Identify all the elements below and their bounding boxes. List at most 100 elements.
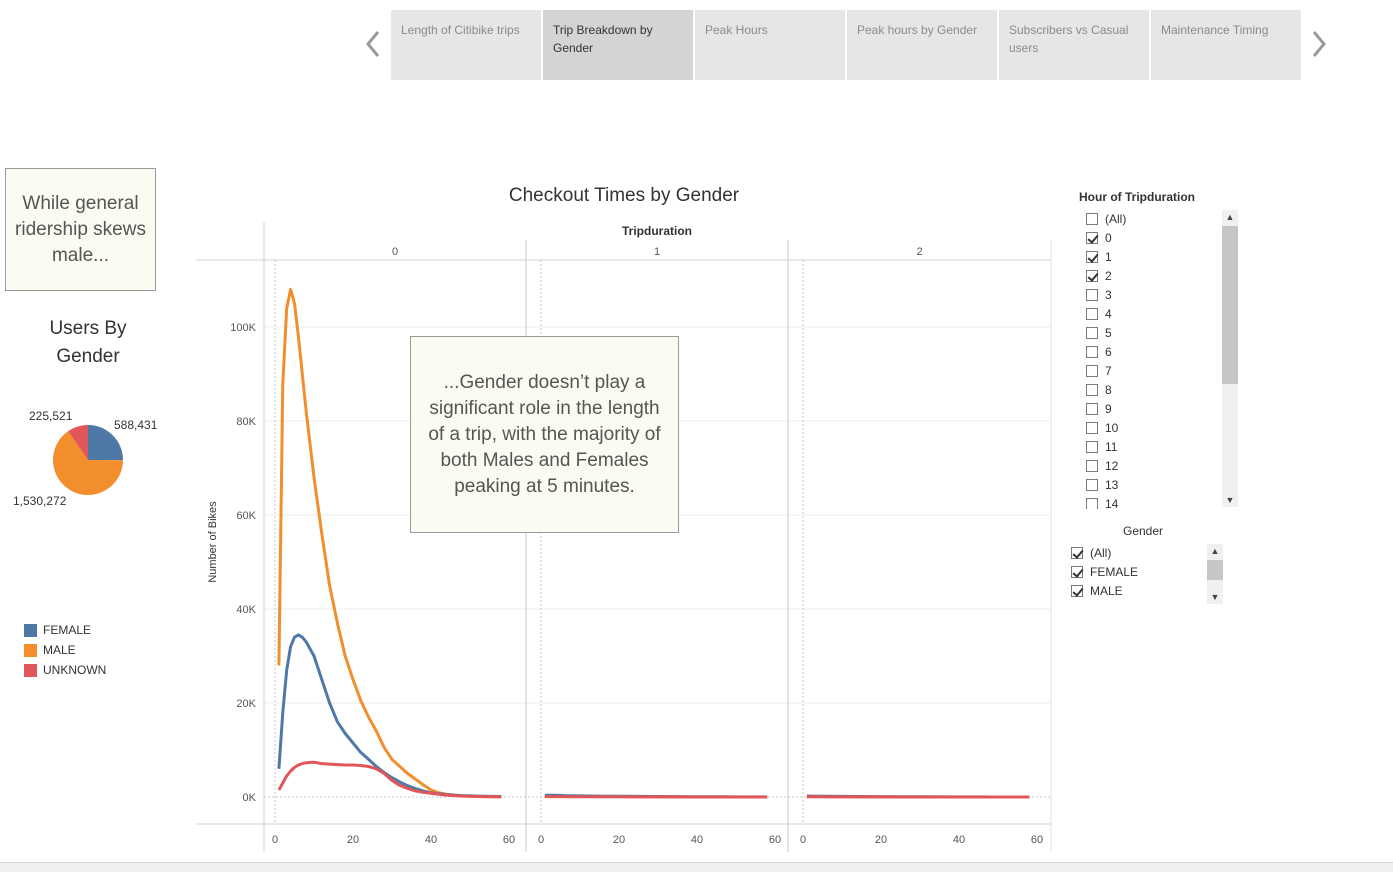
- checkbox[interactable]: [1071, 566, 1083, 578]
- filter-option-label: 11: [1105, 440, 1117, 454]
- series-line-unknown[interactable]: [545, 797, 767, 798]
- filter-option[interactable]: (All): [1071, 543, 1206, 562]
- checkbox[interactable]: [1086, 327, 1098, 339]
- filter-option[interactable]: 10: [1086, 418, 1216, 437]
- checkbox[interactable]: [1071, 585, 1083, 597]
- legend-swatch: [24, 624, 37, 637]
- checkbox[interactable]: [1086, 232, 1098, 244]
- story-tab-0[interactable]: Length of Citibike trips: [391, 10, 541, 80]
- filter-option[interactable]: (All): [1086, 209, 1216, 228]
- filter-option-label: 14: [1105, 497, 1118, 510]
- gender-filter-title: Gender: [1123, 524, 1163, 538]
- x-tick-label: 0: [272, 834, 278, 846]
- checkbox[interactable]: [1086, 422, 1098, 434]
- filter-option[interactable]: 8: [1086, 380, 1216, 399]
- filter-option-label: 3: [1105, 288, 1112, 302]
- series-line-female[interactable]: [279, 635, 501, 797]
- filter-option-label: 9: [1105, 402, 1112, 416]
- filter-option[interactable]: 1: [1086, 247, 1216, 266]
- legend-item-male[interactable]: MALE: [24, 640, 106, 660]
- next-story-point-button[interactable]: [1306, 28, 1330, 60]
- filter-option-label: FEMALE: [1090, 565, 1138, 579]
- previous-story-point-button[interactable]: [362, 28, 386, 60]
- hour-scroll-thumb[interactable]: [1222, 226, 1238, 384]
- x-tick-label: 20: [875, 834, 887, 846]
- pie-label-unknown: 225,521: [29, 409, 72, 423]
- pie-title: Users By Gender: [20, 315, 156, 371]
- legend-item-unknown[interactable]: UNKNOWN: [24, 660, 106, 680]
- users-by-gender-pie[interactable]: [50, 422, 126, 498]
- story-tab-3[interactable]: Peak hours by Gender: [847, 10, 997, 80]
- x-tick-label: 40: [425, 834, 437, 846]
- hour-filter-title: Hour of Tripduration: [1079, 190, 1195, 204]
- filter-option[interactable]: 7: [1086, 361, 1216, 380]
- panel-header: 0: [392, 246, 398, 258]
- checkbox[interactable]: [1086, 403, 1098, 415]
- story-tab-4[interactable]: Subscribers vs Casual users: [999, 10, 1149, 80]
- ridership-caption-text: While general ridership skews male...: [10, 191, 151, 269]
- y-axis-label: Number of Bikes: [207, 501, 219, 583]
- checkbox[interactable]: [1086, 498, 1098, 510]
- filter-option[interactable]: 5: [1086, 323, 1216, 342]
- checkbox[interactable]: [1086, 479, 1098, 491]
- gender-scroll-thumb[interactable]: [1207, 560, 1223, 580]
- legend-swatch: [24, 644, 37, 657]
- filter-option-label: 10: [1105, 421, 1118, 435]
- filter-option-label: (All): [1090, 546, 1111, 560]
- filter-option-label: 1: [1105, 250, 1112, 264]
- story-tab-1[interactable]: Trip Breakdown by Gender: [543, 10, 693, 80]
- pie-label-male: 1,530,272: [13, 494, 66, 508]
- filter-option[interactable]: 14: [1086, 494, 1216, 509]
- filter-option-label: 12: [1105, 459, 1118, 473]
- series-line-unknown[interactable]: [279, 762, 501, 797]
- filter-option[interactable]: FEMALE: [1071, 562, 1206, 581]
- y-tick-label: 60K: [236, 510, 256, 522]
- legend-label: FEMALE: [43, 623, 91, 637]
- filter-option[interactable]: 3: [1086, 285, 1216, 304]
- checkbox[interactable]: [1086, 365, 1098, 377]
- story-tab-2[interactable]: Peak Hours: [695, 10, 845, 80]
- filter-option[interactable]: 6: [1086, 342, 1216, 361]
- y-tick-label: 20K: [236, 698, 256, 710]
- filter-option[interactable]: MALE: [1071, 581, 1206, 600]
- x-tick-label: 20: [347, 834, 359, 846]
- checkbox[interactable]: [1086, 460, 1098, 472]
- legend-item-female[interactable]: FEMALE: [24, 620, 106, 640]
- checkbox[interactable]: [1086, 441, 1098, 453]
- filter-option[interactable]: 2: [1086, 266, 1216, 285]
- checkbox[interactable]: [1086, 384, 1098, 396]
- filter-option[interactable]: 13: [1086, 475, 1216, 494]
- gender-filter-list: (All) FEMALE MALE: [1071, 543, 1206, 605]
- x-tick-label: 20: [613, 834, 625, 846]
- y-tick-label: 80K: [236, 416, 256, 428]
- checkbox[interactable]: [1086, 308, 1098, 320]
- scroll-down-icon[interactable]: ▼: [1207, 590, 1223, 604]
- x-tick-label: 60: [769, 834, 781, 846]
- filter-option[interactable]: 0: [1086, 228, 1216, 247]
- legend-label: UNKNOWN: [43, 663, 106, 677]
- filter-option[interactable]: 12: [1086, 456, 1216, 475]
- checkbox[interactable]: [1086, 270, 1098, 282]
- checkbox[interactable]: [1086, 213, 1098, 225]
- scroll-up-icon[interactable]: ▲: [1207, 544, 1223, 558]
- checkbox[interactable]: [1071, 547, 1083, 559]
- filter-option[interactable]: 4: [1086, 304, 1216, 323]
- hour-filter-scrollbar[interactable]: ▲ ▼: [1222, 210, 1238, 507]
- panel-header: 1: [654, 246, 660, 258]
- scroll-up-icon[interactable]: ▲: [1222, 210, 1238, 224]
- filter-option[interactable]: 9: [1086, 399, 1216, 418]
- chevron-right-icon: [1306, 28, 1330, 60]
- legend-swatch: [24, 664, 37, 677]
- filter-option[interactable]: 11: [1086, 437, 1216, 456]
- checkbox[interactable]: [1086, 289, 1098, 301]
- x-tick-label: 60: [1031, 834, 1043, 846]
- checkbox[interactable]: [1086, 251, 1098, 263]
- scroll-down-icon[interactable]: ▼: [1222, 493, 1238, 507]
- pie-label-female: 588,431: [114, 418, 157, 432]
- story-tab-5[interactable]: Maintenance Timing: [1151, 10, 1301, 80]
- filter-option-label: MALE: [1090, 584, 1123, 598]
- checkbox[interactable]: [1086, 346, 1098, 358]
- gender-filter-scrollbar[interactable]: ▲ ▼: [1207, 544, 1223, 604]
